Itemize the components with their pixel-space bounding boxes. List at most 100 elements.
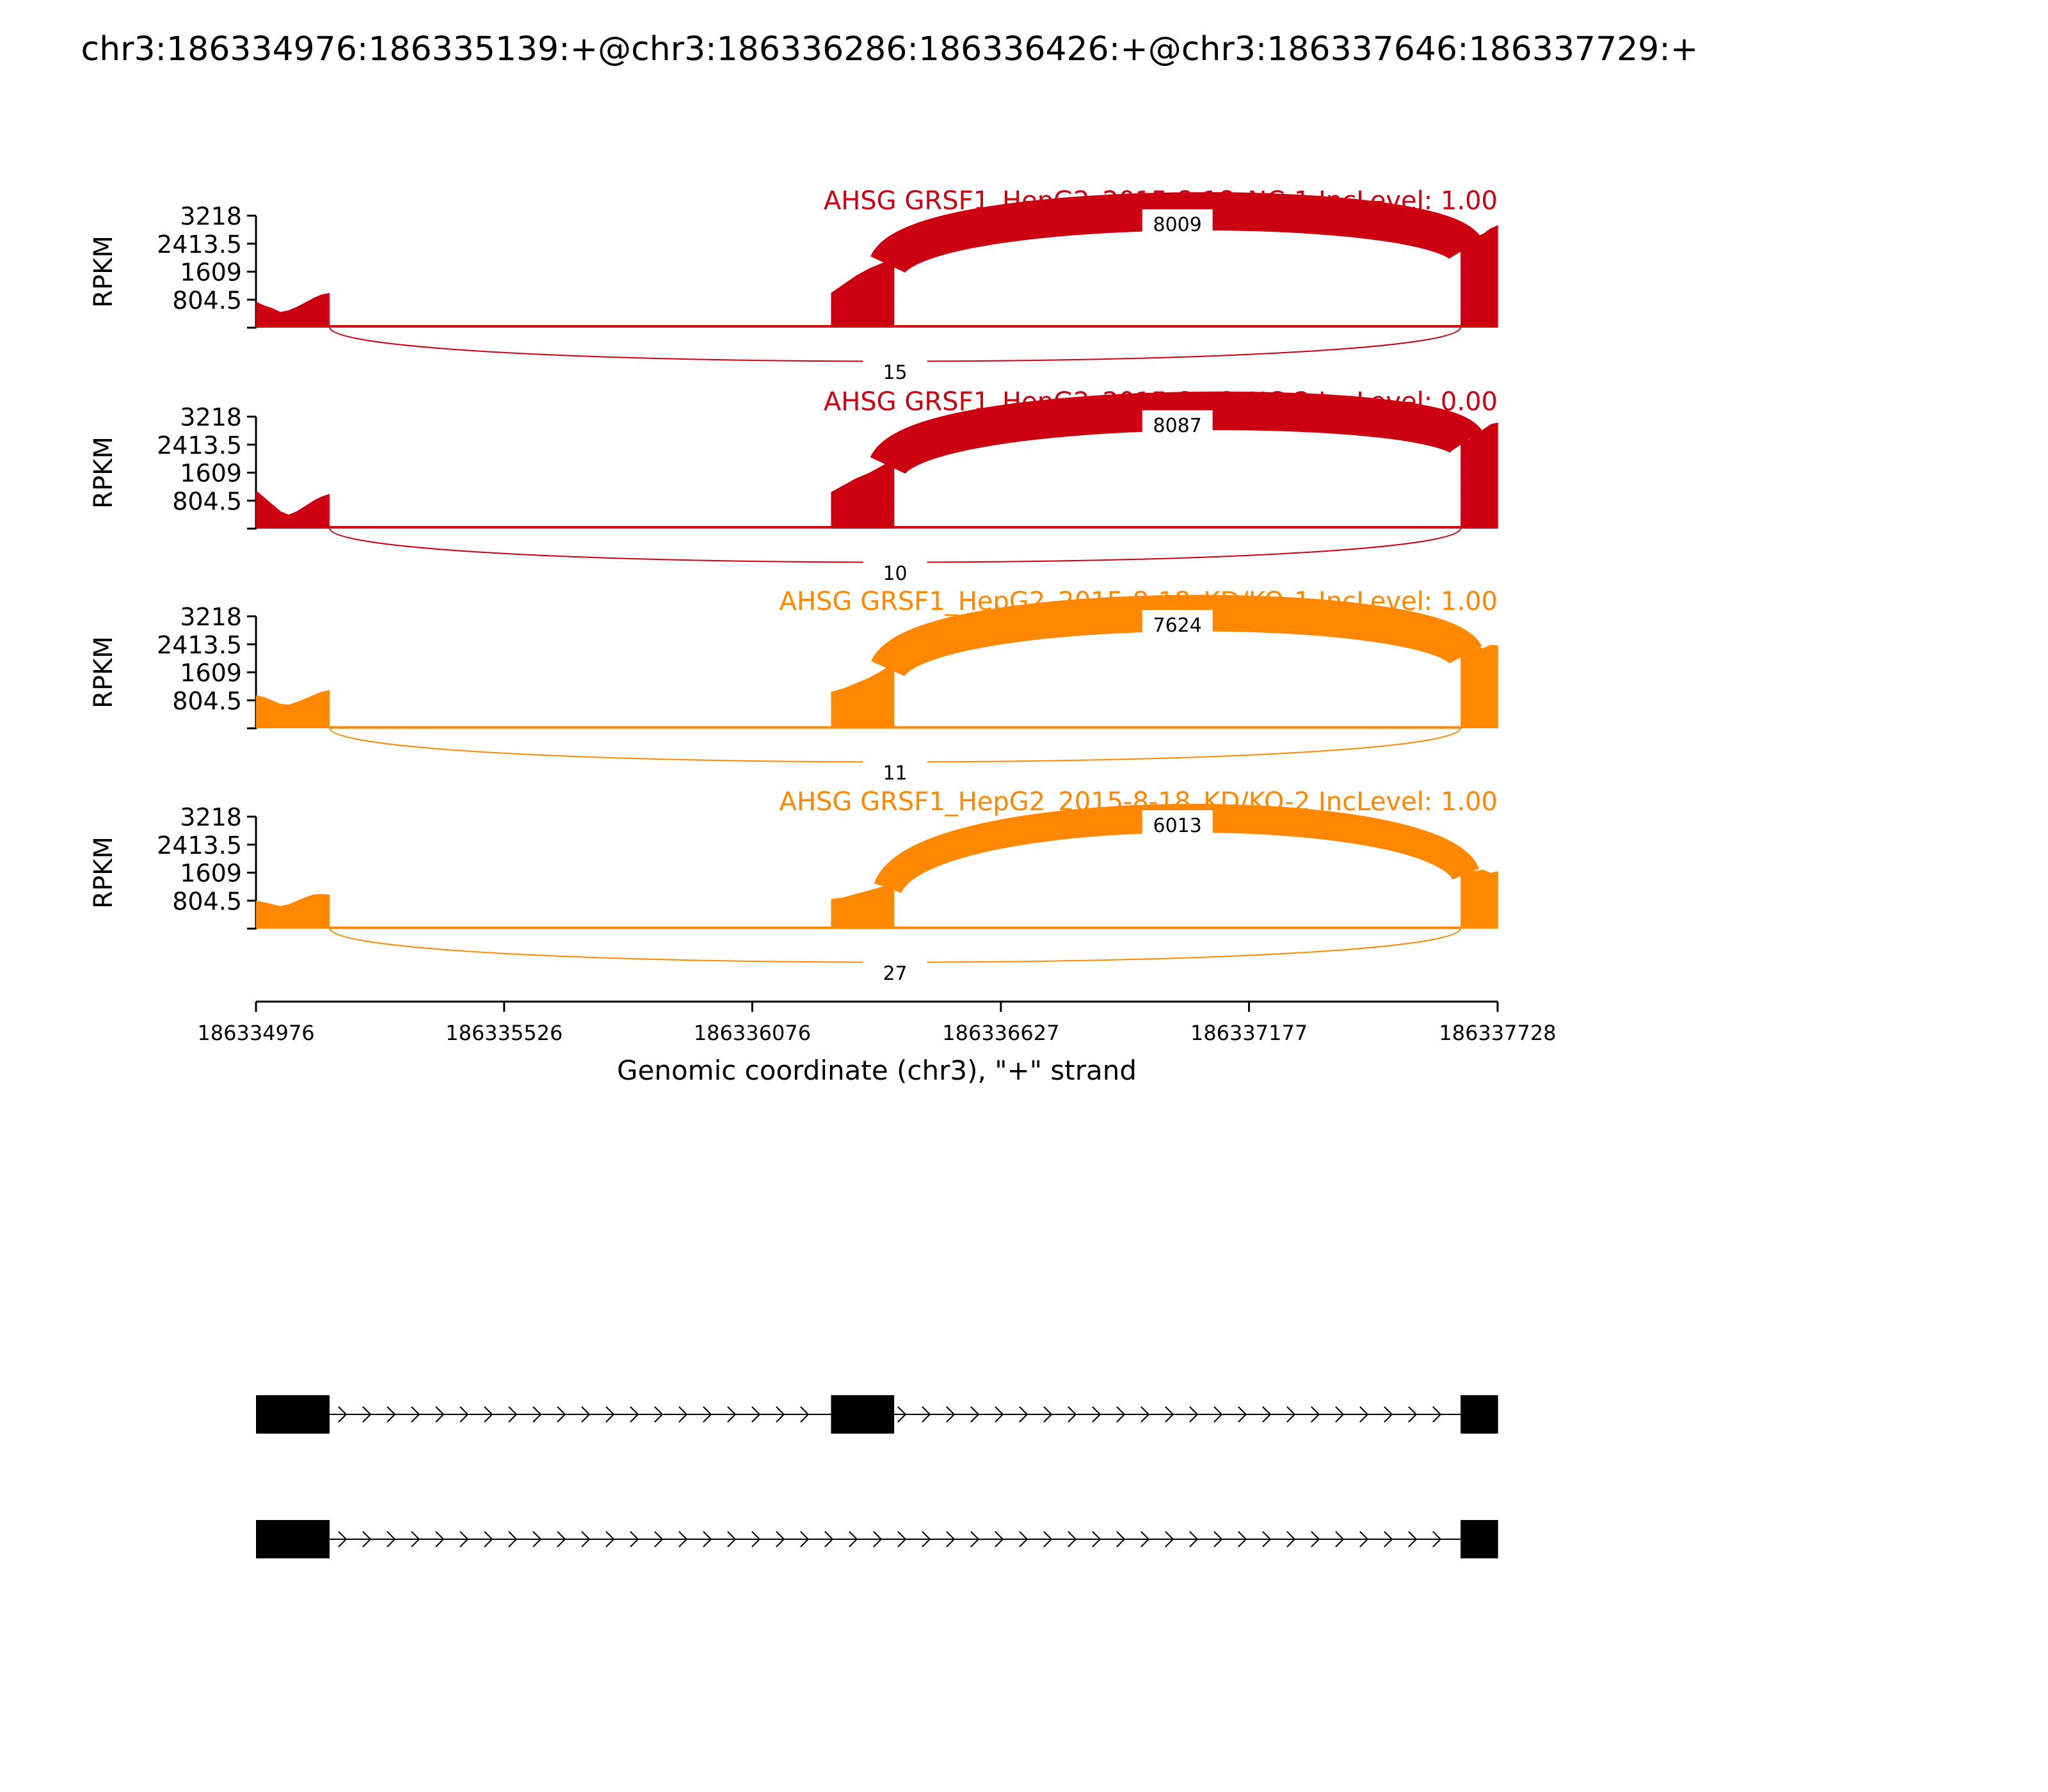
strand-arrow bbox=[1359, 1531, 1369, 1548]
strand-arrow bbox=[678, 1406, 688, 1423]
junction-label-bg bbox=[1142, 810, 1213, 840]
strand-arrow bbox=[557, 1531, 566, 1548]
strand-arrow bbox=[581, 1406, 591, 1423]
strand-arrow bbox=[800, 1406, 810, 1423]
figure-title: chr3:186334976:186335139:+@chr3:18633628… bbox=[81, 30, 1699, 68]
y-tick-label: 1609 bbox=[180, 860, 242, 888]
strand-arrow bbox=[654, 1406, 664, 1423]
junction-label-bg bbox=[863, 356, 927, 384]
strand-arrow bbox=[435, 1406, 445, 1423]
strand-arrow bbox=[1068, 1406, 1077, 1423]
y-tick-label: 804.5 bbox=[172, 887, 242, 915]
inclusion-junction-count: 8087 bbox=[1153, 415, 1202, 437]
y-tick-label: 3218 bbox=[180, 403, 242, 431]
strand-arrow bbox=[873, 1531, 883, 1548]
y-tick-label: 3218 bbox=[180, 603, 242, 631]
strand-arrow bbox=[995, 1406, 1004, 1423]
exon1-coverage bbox=[256, 292, 330, 328]
strand-arrow bbox=[1311, 1531, 1320, 1548]
strand-arrow bbox=[460, 1406, 469, 1423]
strand-arrow bbox=[897, 1531, 907, 1548]
strand-arrow bbox=[1311, 1406, 1320, 1423]
strand-arrow bbox=[970, 1406, 980, 1423]
exon1-coverage bbox=[256, 893, 330, 929]
strand-arrow bbox=[387, 1406, 396, 1423]
strand-arrow bbox=[1384, 1406, 1393, 1423]
y-tick-label: 1609 bbox=[180, 259, 242, 287]
strand-arrow bbox=[1262, 1406, 1272, 1423]
strand-arrow bbox=[605, 1406, 615, 1423]
x-axis: 186334976 186335526 186336076 186336627 1863… bbox=[197, 1000, 1556, 1086]
skipping-junction-count: 27 bbox=[883, 963, 907, 985]
strand-arrow bbox=[1140, 1406, 1150, 1423]
strand-arrow bbox=[338, 1531, 348, 1548]
strand-arrow bbox=[946, 1531, 956, 1548]
strand-arrow bbox=[1213, 1531, 1223, 1548]
strand-arrow bbox=[508, 1406, 518, 1423]
strand-arrow bbox=[1019, 1531, 1028, 1548]
exon3-coverage bbox=[1460, 867, 1498, 929]
strand-arrow bbox=[1189, 1531, 1199, 1548]
strand-arrow bbox=[1335, 1531, 1345, 1548]
exon2-coverage bbox=[831, 881, 895, 929]
strand-arrow bbox=[411, 1406, 420, 1423]
strand-arrow bbox=[581, 1531, 591, 1548]
exon2-coverage bbox=[831, 459, 895, 529]
strand-arrow bbox=[1432, 1406, 1442, 1423]
x-tick-label: 186337728 bbox=[1439, 1021, 1556, 1045]
strand-arrow bbox=[362, 1531, 372, 1548]
strand-arrow bbox=[557, 1406, 566, 1423]
strand-arrow bbox=[922, 1406, 931, 1423]
strand-arrow bbox=[1238, 1531, 1247, 1548]
strand-arrow bbox=[678, 1531, 688, 1548]
exon3-coverage bbox=[1460, 644, 1498, 728]
strand-arrow bbox=[897, 1406, 907, 1423]
y-tick-label: 804.5 bbox=[172, 286, 242, 314]
x-tick-label: 186336627 bbox=[942, 1021, 1059, 1045]
strand-arrow bbox=[1359, 1406, 1369, 1423]
y-tick-label: 2413.5 bbox=[157, 631, 242, 659]
strand-arrow bbox=[849, 1531, 858, 1548]
exon-box bbox=[831, 1395, 895, 1434]
strand-arrow bbox=[460, 1531, 469, 1548]
strand-arrow bbox=[1092, 1406, 1101, 1423]
y-tick-label: 1609 bbox=[180, 659, 242, 687]
y-axis-label: RPKM bbox=[89, 436, 118, 509]
strand-arrow bbox=[362, 1406, 372, 1423]
y-tick-label: 2413.5 bbox=[157, 230, 242, 259]
skipping-junction-count: 11 bbox=[883, 762, 907, 785]
strand-arrow bbox=[1092, 1531, 1101, 1548]
strand-arrow bbox=[1043, 1406, 1053, 1423]
strand-arrow bbox=[1262, 1531, 1272, 1548]
strand-arrow bbox=[630, 1406, 639, 1423]
exon-box bbox=[1460, 1520, 1498, 1558]
y-tick-label: 3218 bbox=[180, 202, 242, 230]
junction-label-bg bbox=[863, 957, 927, 985]
exon2-coverage bbox=[831, 258, 895, 328]
strand-arrow bbox=[1408, 1531, 1418, 1548]
strand-arrow bbox=[1165, 1406, 1174, 1423]
y-tick-label: 804.5 bbox=[172, 687, 242, 715]
x-tick-label: 186334976 bbox=[197, 1021, 314, 1045]
strand-arrow bbox=[824, 1531, 834, 1548]
strand-arrow bbox=[1286, 1406, 1296, 1423]
strand-arrow bbox=[1019, 1406, 1028, 1423]
strand-arrow bbox=[1165, 1531, 1174, 1548]
skipping-junction-count: 10 bbox=[883, 563, 907, 585]
strand-arrow bbox=[703, 1531, 712, 1548]
strand-arrow bbox=[946, 1406, 956, 1423]
y-axis-label: RPKM bbox=[89, 236, 118, 308]
exon-box bbox=[256, 1395, 330, 1434]
transcript-models bbox=[256, 1395, 1498, 1558]
junction-label-bg bbox=[863, 557, 927, 585]
strand-arrow bbox=[1432, 1531, 1442, 1548]
transcript-1 bbox=[256, 1395, 1498, 1434]
junction-label-bg bbox=[1142, 209, 1213, 239]
exon-box bbox=[1460, 1395, 1498, 1434]
x-axis-label: Genomic coordinate (chr3), "+" strand bbox=[617, 1055, 1137, 1086]
strand-arrow bbox=[532, 1531, 542, 1548]
